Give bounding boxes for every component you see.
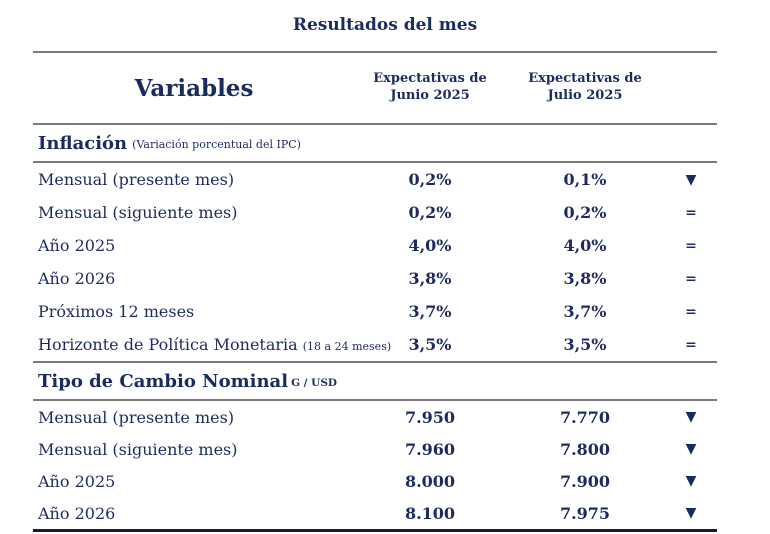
junio-value: 3,5% <box>408 335 452 354</box>
junio-value: 0,2% <box>408 203 452 222</box>
row-label-text: Año 2026 <box>38 269 116 288</box>
results-table: Variables Expectativas de Junio 2025 Exp… <box>33 51 717 532</box>
section-inflacion-rows: Mensual (presente mes) 0,2% 0,1% ▼ Mensu… <box>33 163 717 361</box>
table-row: Horizonte de Política Monetaria (18 a 24… <box>33 328 717 361</box>
table-row: Año 2025 4,0% 4,0% = <box>33 229 717 262</box>
table-row: Mensual (presente mes) 7.950 7.770 ▼ <box>33 401 717 433</box>
julio-value: 0,2% <box>563 203 607 222</box>
junio-value: 8.100 <box>404 503 456 523</box>
trend-down-icon: ▼ <box>685 473 697 489</box>
section-title: Inflación <box>38 132 128 154</box>
row-label-text: Próximos 12 meses <box>38 302 195 321</box>
junio-value: 7.950 <box>404 407 456 427</box>
row-label: Año 2026 <box>33 504 355 523</box>
julio-value: 7.800 <box>559 439 611 459</box>
row-label-text: Mensual (siguiente mes) <box>38 203 238 222</box>
column-header-junio: Expectativas de Junio 2025 <box>355 71 505 105</box>
column-header-junio-line1: Expectativas de <box>373 71 487 87</box>
trend-equal-icon: = <box>685 204 697 221</box>
row-label: Próximos 12 meses <box>33 302 355 321</box>
trend-down-icon: ▼ <box>685 441 697 457</box>
section-header-inflacion: Inflación (Variación porcentual del IPC) <box>33 125 717 163</box>
table-row: Mensual (siguiente mes) 7.960 7.800 ▼ <box>33 433 717 465</box>
column-header-julio: Expectativas de Julio 2025 <box>505 71 665 105</box>
junio-value: 0,2% <box>408 170 452 189</box>
trend-equal-icon: = <box>685 270 697 287</box>
trend-down-icon: ▼ <box>685 505 697 521</box>
junio-value: 4,0% <box>408 236 452 255</box>
julio-value: 3,5% <box>563 335 607 354</box>
table-row: Próximos 12 meses 3,7% 3,7% = <box>33 295 717 328</box>
table-row: Año 2026 8.100 7.975 ▼ <box>33 497 717 529</box>
row-label: Año 2025 <box>33 472 355 491</box>
trend-equal-icon: = <box>685 303 697 320</box>
row-label: Mensual (siguiente mes) <box>33 203 355 222</box>
junio-value: 3,7% <box>408 302 452 321</box>
julio-value: 4,0% <box>563 236 607 255</box>
trend-equal-icon: = <box>685 336 697 353</box>
table-header-row: Variables Expectativas de Junio 2025 Exp… <box>33 53 717 125</box>
trend-down-icon: ▼ <box>685 171 697 188</box>
section-subtitle: G / USD <box>291 376 338 389</box>
column-header-julio-line1: Expectativas de <box>528 71 642 87</box>
row-label-text: Horizonte de Política Monetaria <box>38 335 303 354</box>
julio-value: 3,7% <box>563 302 607 321</box>
row-label: Mensual (siguiente mes) <box>33 440 355 459</box>
row-label: Mensual (presente mes) <box>33 170 355 189</box>
julio-value: 3,8% <box>563 269 607 288</box>
trend-down-icon: ▼ <box>685 409 697 425</box>
junio-value: 7.960 <box>404 439 456 459</box>
row-label-text: Mensual (presente mes) <box>38 407 235 427</box>
table-row: Año 2025 8.000 7.900 ▼ <box>33 465 717 497</box>
section-title: Tipo de Cambio Nominal <box>38 370 289 392</box>
section-tipo-cambio-rows: Mensual (presente mes) 7.950 7.770 ▼ Men… <box>33 401 717 529</box>
table-row: Mensual (presente mes) 0,2% 0,1% ▼ <box>33 163 717 196</box>
row-label: Año 2026 <box>33 269 355 288</box>
junio-value: 3,8% <box>408 269 452 288</box>
row-label-text: Año 2025 <box>38 471 116 491</box>
page-title: Resultados del mes <box>292 15 478 35</box>
trend-equal-icon: = <box>685 237 697 254</box>
row-label-text: Mensual (presente mes) <box>38 170 235 189</box>
section-subtitle: (Variación porcentual del IPC) <box>132 138 301 151</box>
column-header-julio-line2: Julio 2025 <box>547 88 623 103</box>
julio-value: 0,1% <box>563 170 607 189</box>
julio-value: 7.900 <box>559 471 611 491</box>
julio-value: 7.975 <box>559 503 611 523</box>
junio-value: 8.000 <box>404 471 456 491</box>
column-header-variables: Variables <box>134 74 254 102</box>
row-label-text: Año 2026 <box>38 503 116 523</box>
table-row: Mensual (siguiente mes) 0,2% 0,2% = <box>33 196 717 229</box>
row-label-note: (18 a 24 meses) <box>302 340 392 353</box>
table-row: Año 2026 3,8% 3,8% = <box>33 262 717 295</box>
row-label-text: Mensual (siguiente mes) <box>38 439 238 459</box>
column-header-junio-line2: Junio 2025 <box>390 88 470 103</box>
row-label: Mensual (presente mes) <box>33 408 355 427</box>
row-label-text: Año 2025 <box>38 236 116 255</box>
section-header-tipo-cambio: Tipo de Cambio Nominal G / USD <box>33 361 717 401</box>
julio-value: 7.770 <box>559 407 611 427</box>
row-label: Año 2025 <box>33 236 355 255</box>
row-label: Horizonte de Política Monetaria (18 a 24… <box>33 335 391 354</box>
